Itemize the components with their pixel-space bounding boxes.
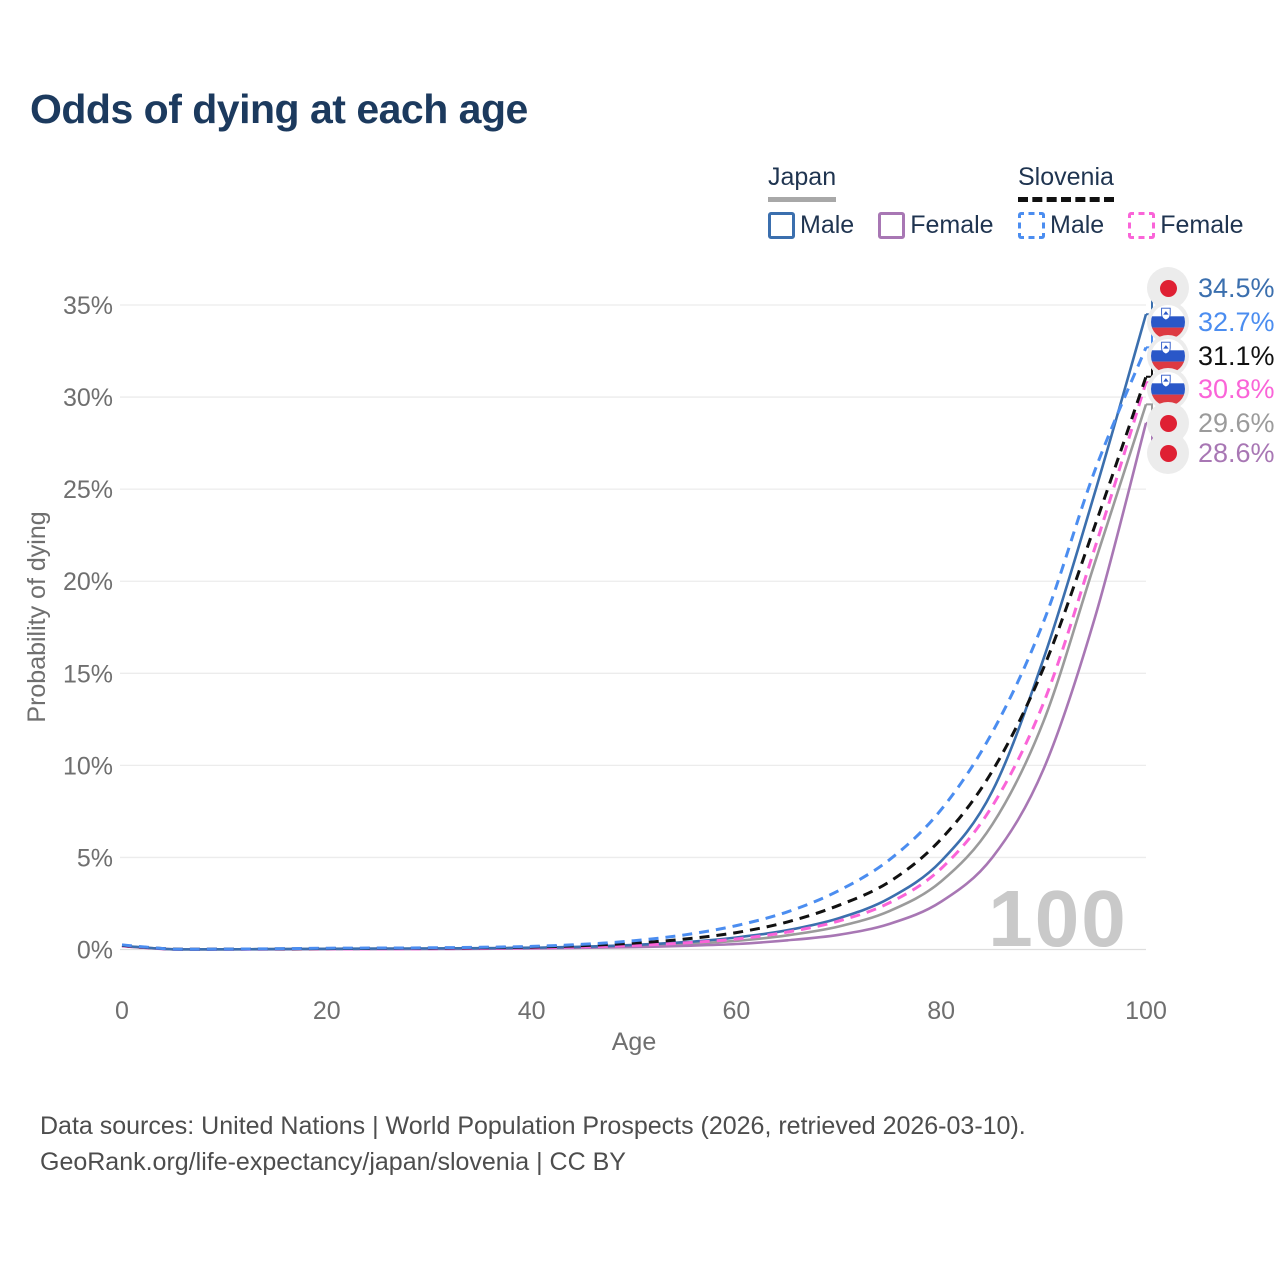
slovenia-female-swatch-icon <box>1128 212 1156 239</box>
y-tick-label: 15% <box>63 660 113 688</box>
x-tick-label: 80 <box>927 997 955 1025</box>
x-axis-title: Age <box>612 1028 656 1056</box>
end-label-connector <box>1146 381 1158 390</box>
end-label-connector <box>1146 355 1158 378</box>
page-title: Odds of dying at each age <box>30 86 528 132</box>
japan-female-swatch-icon <box>878 212 906 239</box>
series-line-japan-female[interactable] <box>121 422 1148 951</box>
y-tick-label: 25% <box>63 476 113 504</box>
x-tick-label: 100 <box>1125 997 1167 1025</box>
y-tick-label: 0% <box>77 937 113 965</box>
series-line-japan-male[interactable] <box>121 313 1148 951</box>
legend-item-japan-male[interactable]: Male <box>768 211 854 240</box>
legend-item-japan-female[interactable]: Female <box>878 211 994 240</box>
legend-group-japan: Japan Male Female <box>768 163 994 240</box>
legend-country-japan[interactable]: Japan <box>768 163 837 202</box>
x-tick-label: 20 <box>313 997 341 1025</box>
legend-group-slovenia: Slovenia Male Female <box>1018 163 1244 240</box>
series-line-slovenia-male[interactable] <box>121 346 1148 951</box>
y-tick-label: 30% <box>63 384 113 412</box>
footer-data-sources: Data sources: United Nations | World Pop… <box>40 1112 1026 1140</box>
y-tick-label: 5% <box>77 844 113 872</box>
legend-item-slovenia-female[interactable]: Female <box>1128 211 1244 240</box>
x-tick-label: 0 <box>115 997 129 1025</box>
japan-male-swatch-icon <box>768 212 795 239</box>
footer: Data sources: United Nations | World Pop… <box>40 1108 1026 1180</box>
end-label-connector <box>1146 421 1158 454</box>
legend-item-label: Female <box>1160 211 1244 239</box>
legend-item-label: Male <box>800 211 855 239</box>
y-tick-label: 35% <box>63 292 113 320</box>
slovenia-male-swatch-icon <box>1018 212 1045 239</box>
legend-item-label: Male <box>1050 211 1105 239</box>
end-label-connector <box>1146 287 1158 316</box>
y-tick-label: 10% <box>63 752 113 780</box>
legend-country-slovenia[interactable]: Slovenia <box>1018 163 1114 202</box>
series-line-slovenia-female[interactable] <box>121 381 1148 951</box>
legend-item-slovenia-male[interactable]: Male <box>1018 211 1104 240</box>
y-tick-label: 20% <box>63 568 113 596</box>
age-watermark: 100 <box>988 874 1127 963</box>
x-tick-label: 60 <box>722 997 750 1025</box>
series-line-japan-both[interactable] <box>121 404 1148 951</box>
series-line-slovenia-both[interactable] <box>121 376 1148 951</box>
footer-attribution: GeoRank.org/life-expectancy/japan/sloven… <box>40 1148 626 1176</box>
legend-item-label: Female <box>910 211 994 239</box>
end-label-connector <box>1146 403 1158 424</box>
x-tick-label: 40 <box>518 997 546 1025</box>
end-label-connector <box>1146 321 1158 349</box>
y-axis-title: Probability of dying <box>23 511 51 722</box>
